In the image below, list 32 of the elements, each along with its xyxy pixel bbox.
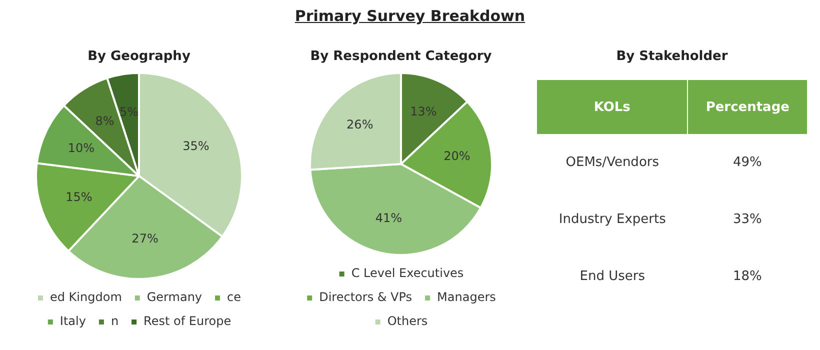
legend-label: C Level Executives (351, 266, 464, 280)
text: KOLs (537, 80, 688, 134)
data-label: 10% (68, 140, 95, 155)
data-label: 33% (732, 211, 763, 229)
data-label: 41% (375, 211, 402, 226)
data-label: 49% (732, 154, 763, 172)
category-label: End Users (578, 268, 646, 286)
legend-label: Rest of Europe (144, 314, 232, 328)
legend-label: ce (227, 290, 242, 304)
text: By Stakeholder (616, 48, 728, 66)
data-label: 26% (346, 118, 374, 132)
data-label: 18% (732, 268, 763, 286)
chart-title: By Geography (88, 48, 190, 66)
data-label: 27% (132, 232, 158, 246)
data-label: 5% (119, 105, 139, 120)
data-label: 13% (410, 104, 437, 118)
data-label: 8% (95, 114, 114, 128)
legend-label: Directors & VPs (319, 290, 412, 304)
legend-label: Germany (146, 290, 202, 304)
legend-label: Others (387, 314, 428, 328)
legend-label: Italy (60, 314, 86, 328)
category-label: OEMs/Vendors (564, 154, 660, 172)
text: Primary Survey Breakdown (294, 7, 526, 25)
legend-label: ed Kingdom (50, 290, 122, 304)
chart-title: By Respondent Category (310, 48, 492, 66)
data-label: 20% (444, 149, 470, 164)
legend-label: n (110, 314, 119, 328)
legend-label: Managers (437, 290, 496, 304)
data-label: 35% (182, 139, 210, 154)
data-label: 15% (66, 190, 92, 204)
category-label: Industry Experts (558, 211, 667, 229)
text: Percentage (688, 80, 807, 134)
